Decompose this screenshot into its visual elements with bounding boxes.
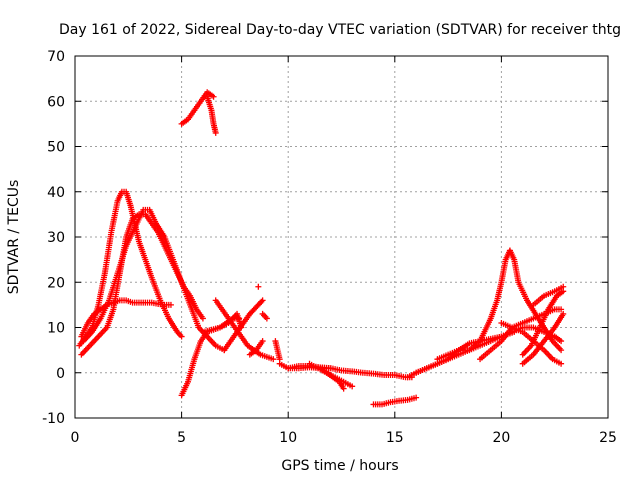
series-arc-27 <box>519 310 567 367</box>
data-point <box>558 306 565 313</box>
data-point <box>210 93 217 100</box>
series-arc-18 <box>178 89 217 127</box>
data-point <box>560 310 567 317</box>
chart-title: Day 161 of 2022, Sidereal Day-to-day VTE… <box>59 22 621 38</box>
data-point <box>178 333 185 340</box>
series-arc-22 <box>434 247 513 363</box>
data-point <box>558 360 565 367</box>
y-tick-label: 0 <box>56 366 65 382</box>
data-point <box>560 283 567 290</box>
x-tick-label: 25 <box>599 430 617 446</box>
data-point <box>270 356 277 363</box>
series-arc-17 <box>370 394 420 408</box>
series-arc-4 <box>80 206 228 354</box>
x-tick-label: 5 <box>177 430 186 446</box>
y-tick-label: 10 <box>47 321 65 337</box>
x-tick-label: 15 <box>386 430 404 446</box>
series-arc-24 <box>477 306 565 363</box>
plot-border <box>74 55 609 419</box>
data-points <box>76 89 567 408</box>
series-arc-16 <box>317 365 347 392</box>
data-point <box>212 129 219 136</box>
data-point <box>340 385 347 392</box>
x-tick-label: 10 <box>279 430 297 446</box>
series-arc-10 <box>255 283 262 290</box>
data-point <box>327 365 334 372</box>
data-point <box>199 315 206 322</box>
x-tick-label: 20 <box>492 430 510 446</box>
data-point <box>259 338 266 345</box>
data-point <box>167 301 174 308</box>
x-axis-label: GPS time / hours <box>281 458 398 474</box>
y-tick-label: 20 <box>47 275 65 291</box>
series-arc-11 <box>259 310 270 322</box>
y-tick-label: -10 <box>42 411 65 427</box>
x-tick-label: 0 <box>71 430 80 446</box>
y-tick-label: 60 <box>47 94 65 110</box>
series-arc-28 <box>530 283 567 308</box>
data-point <box>558 347 565 354</box>
data-point <box>413 394 420 401</box>
series-arc-26 <box>519 288 567 358</box>
y-tick-label: 50 <box>47 140 65 156</box>
series-arc-12 <box>272 338 283 363</box>
y-tick-label: 30 <box>47 230 65 246</box>
series-arc-8 <box>221 297 266 354</box>
data-point <box>259 297 266 304</box>
y-tick-label: 40 <box>47 185 65 201</box>
series-arc-9 <box>246 338 266 358</box>
data-point <box>255 283 262 290</box>
y-tick-label: 70 <box>47 49 65 65</box>
data-point <box>263 315 270 322</box>
y-axis-label: SDTVAR / TECUs <box>6 180 22 295</box>
series-arc-2 <box>76 188 185 349</box>
data-point <box>349 383 356 390</box>
data-point <box>558 338 565 345</box>
series-arc-19 <box>204 93 219 136</box>
